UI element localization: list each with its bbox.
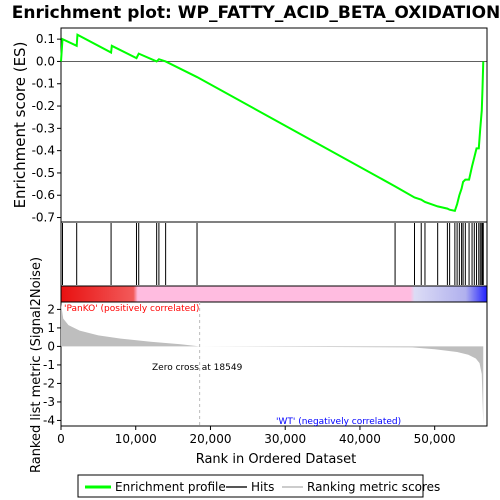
es-y-tick-label: -0.2 [32, 99, 55, 113]
x-tick-label: 50,000 [414, 432, 456, 446]
x-tick-label: 20,000 [189, 432, 231, 446]
x-tick-label: 30,000 [264, 432, 306, 446]
metric-y-tick-label: 0 [47, 339, 55, 353]
es-y-tick-label: 0.1 [36, 32, 55, 46]
legend-hits-label: Hits [251, 480, 274, 494]
x-axis-label: Rank in Ordered Dataset [196, 452, 357, 467]
metric-y-label: Ranked list metric (Signal2Noise) [29, 257, 44, 473]
metric-y-tick-label: 2 [47, 302, 55, 316]
legend: Enrichment profile Hits Ranking metric s… [77, 474, 440, 498]
legend-enrichment-label: Enrichment profile [115, 480, 226, 494]
metric-panel [60, 301, 488, 427]
x-tick-label: 40,000 [339, 432, 381, 446]
x-tick-label: 0 [57, 432, 65, 446]
es-y-tick-label: -0.7 [32, 211, 55, 225]
es-y-tick-label: -0.1 [32, 77, 55, 91]
metric-y-tick-label: -3 [43, 395, 55, 409]
es-y-tick-label: -0.5 [32, 166, 55, 180]
enrichment-profile-line [60, 33, 485, 213]
x-ticks: 0 10,000 20,000 30,000 40,000 50,000 [57, 426, 456, 446]
metric-area [61, 302, 484, 426]
zero-cross-label: Zero cross at 18549 [152, 363, 243, 373]
es-panel [60, 27, 488, 223]
es-y-tick-label: -0.4 [32, 144, 55, 158]
legend-metric-label: Ranking metric scores [307, 480, 440, 494]
metric-y-tick-label: -2 [43, 376, 55, 390]
positive-label: 'PanKO' (positively correlated) [64, 304, 199, 314]
ranking-color-band [61, 286, 487, 302]
enrichment-line [60, 33, 487, 213]
x-tick-label: 10,000 [115, 432, 157, 446]
es-y-tick-label: 0.0 [36, 54, 55, 68]
metric-y-tick-label: -1 [43, 358, 55, 372]
es-y-tick-label: -0.3 [32, 121, 55, 135]
es-y-tick-label: -0.6 [32, 188, 55, 202]
metric-y-ticks: 2 1 0 -1 -2 -3 -4 [43, 302, 61, 427]
negative-label: 'WT' (negatively correlated) [276, 417, 401, 427]
metric-y-tick-label: -4 [43, 413, 55, 427]
chart-title: Enrichment plot: WP_FATTY_ACID_BETA_OXID… [12, 3, 500, 23]
hit-lines [61, 223, 484, 285]
hits-panel [60, 221, 488, 287]
es-y-ticks: 0.1 0.0 -0.1 -0.2 -0.3 -0.4 -0.5 -0.6 -0.7 [32, 32, 61, 225]
metric-y-tick-label: 1 [47, 321, 55, 335]
es-y-label: Enrichment score (ES) [11, 42, 29, 209]
